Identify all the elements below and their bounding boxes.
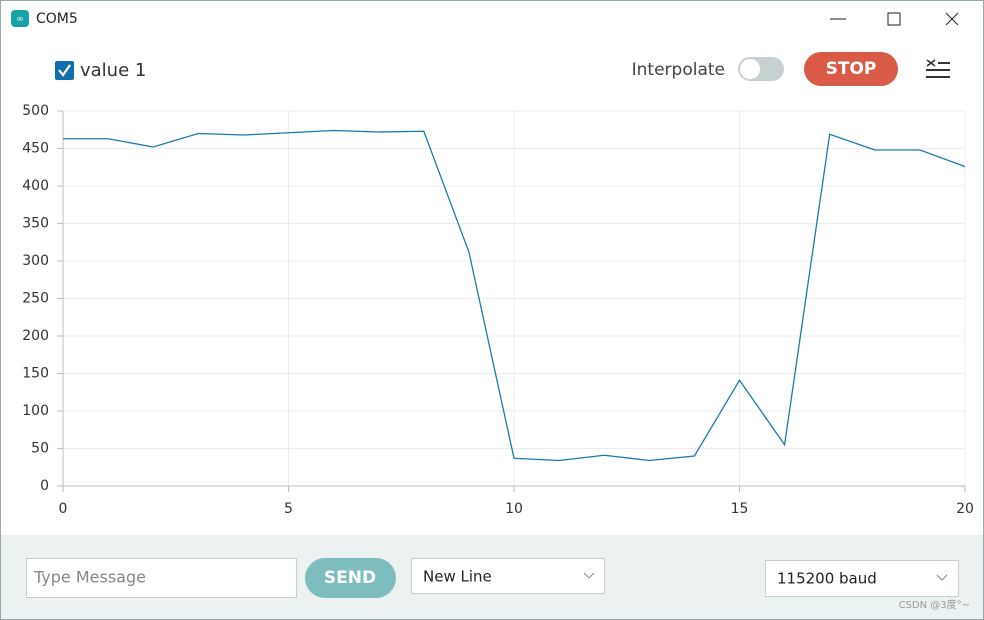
checkmark [58,64,71,77]
y-tick-label: 350 [22,216,49,232]
baud-value: 115200 baud [777,570,877,588]
legend-checkbox[interactable] [55,61,74,80]
interpolate-label: Interpolate [632,60,725,80]
baud-select[interactable] [765,560,959,597]
watermark: CSDN @3度°~ [899,598,970,611]
maximize-button[interactable] [887,12,901,26]
close-button[interactable] [945,12,959,26]
y-tick-label: 150 [22,366,49,382]
y-tick-label: 300 [22,253,49,269]
clear-icon[interactable] [926,59,950,78]
x-tick-label: 5 [284,501,293,517]
x-tick-label: 15 [731,501,749,517]
x-tick-label: 10 [505,501,523,517]
data-line [63,129,966,462]
y-tick-label: 50 [31,441,49,457]
message-placeholder: Type Message [33,568,146,587]
line-ending-value: New Line [423,568,492,586]
x-tick-label: 20 [956,501,974,517]
stop-button-label: STOP [826,59,877,79]
x-tick-label: 0 [59,501,68,517]
y-tick-label: 100 [22,403,49,419]
plot: 0 50 100 150 200 250 300 350 400 450 500 0 5 10 15 20 [22,103,974,517]
y-tick-label: 450 [22,141,49,157]
line-ending-select[interactable] [411,558,605,594]
send-button[interactable] [305,558,396,598]
window-title: COM5 [36,11,78,27]
dropdown-arrow [936,574,948,581]
app-icon [11,10,29,27]
y-tick-label: 250 [22,291,49,307]
app-icon-glyph: ∞ [16,15,24,25]
y-tick-label: 500 [22,103,49,119]
stop-button[interactable] [804,52,898,86]
send-button-label: SEND [324,568,376,588]
toggle-knob [740,59,760,79]
legend-label: value 1 [80,60,146,81]
y-tick-label: 0 [40,478,49,494]
y-tick-label: 400 [22,178,49,194]
dropdown-arrow [583,572,595,579]
message-input[interactable] [26,558,297,598]
y-tick-label: 200 [22,328,49,344]
